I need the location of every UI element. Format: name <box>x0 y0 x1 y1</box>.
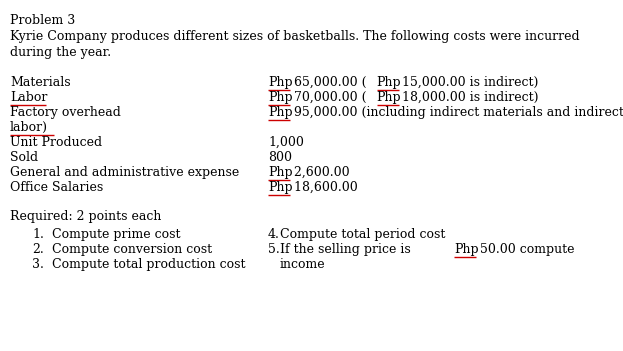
Text: 5.: 5. <box>268 243 280 256</box>
Text: General and administrative expense: General and administrative expense <box>10 166 239 179</box>
Text: Php: Php <box>268 106 293 119</box>
Text: Php: Php <box>268 181 293 194</box>
Text: 3.: 3. <box>32 258 44 271</box>
Text: 15,000.00 is indirect): 15,000.00 is indirect) <box>399 76 539 89</box>
Text: 4.: 4. <box>268 228 280 241</box>
Text: 1.: 1. <box>32 228 44 241</box>
Text: Unit Produced: Unit Produced <box>10 136 102 149</box>
Text: 95,000.00 (including indirect materials and indirect: 95,000.00 (including indirect materials … <box>290 106 623 119</box>
Text: Kyrie Company produces different sizes of basketballs. The following costs were : Kyrie Company produces different sizes o… <box>10 30 579 43</box>
Text: 2,600.00: 2,600.00 <box>290 166 350 179</box>
Text: Php: Php <box>377 76 401 89</box>
Text: Labor: Labor <box>10 91 47 104</box>
Text: during the year.: during the year. <box>10 46 111 59</box>
Text: 2.: 2. <box>32 243 44 256</box>
Text: labor): labor) <box>10 121 48 134</box>
Text: 65,000.00 (: 65,000.00 ( <box>290 76 366 89</box>
Text: Php: Php <box>377 91 401 104</box>
Text: Required: 2 points each: Required: 2 points each <box>10 210 161 223</box>
Text: Materials: Materials <box>10 76 70 89</box>
Text: Php: Php <box>454 243 478 256</box>
Text: Php: Php <box>268 76 293 89</box>
Text: 800: 800 <box>268 151 292 164</box>
Text: Compute total production cost: Compute total production cost <box>52 258 245 271</box>
Text: Compute prime cost: Compute prime cost <box>52 228 181 241</box>
Text: Php: Php <box>268 166 293 179</box>
Text: Problem 3: Problem 3 <box>10 14 75 27</box>
Text: Compute total period cost: Compute total period cost <box>280 228 445 241</box>
Text: If the selling price is: If the selling price is <box>280 243 415 256</box>
Text: Office Salaries: Office Salaries <box>10 181 103 194</box>
Text: Sold: Sold <box>10 151 38 164</box>
Text: Compute conversion cost: Compute conversion cost <box>52 243 212 256</box>
Text: 50.00 compute: 50.00 compute <box>476 243 574 256</box>
Text: Factory overhead: Factory overhead <box>10 106 121 119</box>
Text: 18,600.00: 18,600.00 <box>290 181 358 194</box>
Text: Php: Php <box>268 91 293 104</box>
Text: 70,000.00 (: 70,000.00 ( <box>290 91 366 104</box>
Text: 1,000: 1,000 <box>268 136 304 149</box>
Text: income: income <box>280 258 326 271</box>
Text: 18,000.00 is indirect): 18,000.00 is indirect) <box>399 91 539 104</box>
